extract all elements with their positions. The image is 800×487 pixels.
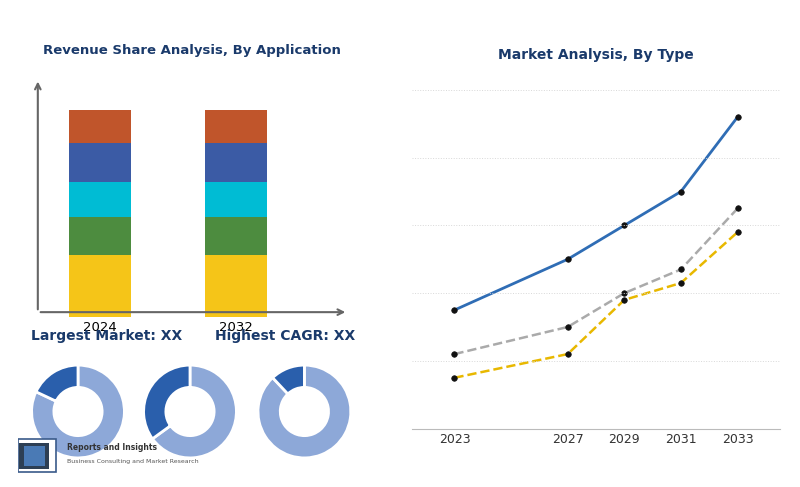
Wedge shape: [153, 365, 236, 458]
Wedge shape: [36, 365, 78, 401]
Bar: [24, 446, 45, 466]
Bar: [205, 143, 266, 182]
Wedge shape: [273, 365, 305, 394]
Text: Largest Market: XX: Largest Market: XX: [30, 329, 182, 343]
Bar: [69, 218, 131, 255]
Bar: [205, 255, 266, 317]
Wedge shape: [144, 365, 190, 439]
Wedge shape: [32, 365, 124, 458]
Bar: [18, 439, 56, 471]
Text: GLOBAL NON-LINEAR OPTICAL POLYMERS MARKET SEGMENT ANALYSIS: GLOBAL NON-LINEAR OPTICAL POLYMERS MARKE…: [10, 20, 595, 36]
Bar: [19, 443, 50, 469]
Bar: [205, 218, 266, 255]
Text: Reports and Insights: Reports and Insights: [67, 443, 157, 451]
Text: Business Consulting and Market Research: Business Consulting and Market Research: [67, 459, 198, 464]
Bar: [69, 255, 131, 317]
Bar: [69, 110, 131, 143]
Bar: [205, 110, 266, 143]
Bar: [69, 182, 131, 218]
Wedge shape: [258, 365, 350, 458]
Bar: [205, 182, 266, 218]
Title: Revenue Share Analysis, By Application: Revenue Share Analysis, By Application: [43, 44, 341, 56]
Title: Market Analysis, By Type: Market Analysis, By Type: [498, 48, 694, 62]
Bar: [69, 143, 131, 182]
Text: Highest CAGR: XX: Highest CAGR: XX: [214, 329, 355, 343]
